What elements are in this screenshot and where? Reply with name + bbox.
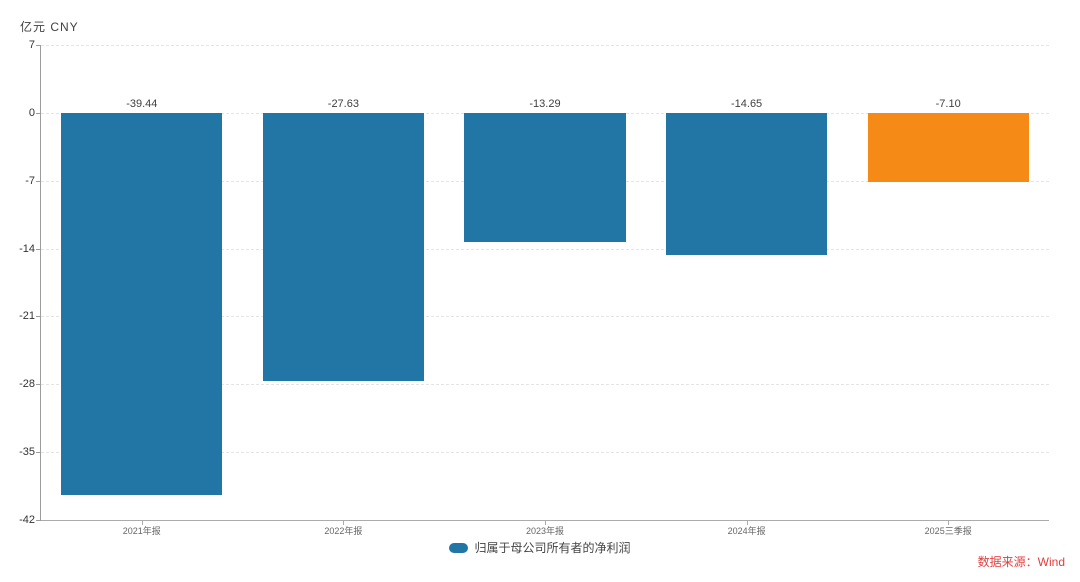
y-axis-tick xyxy=(36,520,41,521)
bar xyxy=(867,112,1029,182)
x-axis-tick-label: 2023年报 xyxy=(525,526,564,536)
x-axis-tick-label: 2021年报 xyxy=(122,526,161,536)
y-axis-tick-label: -28 xyxy=(19,378,35,391)
x-axis-tick xyxy=(343,520,345,525)
data-source-label: 数据来源：Wind xyxy=(977,555,1065,569)
y-axis-tick xyxy=(36,384,41,386)
x-axis-tick xyxy=(141,520,143,525)
y-axis-tick-label: -7 xyxy=(25,174,35,187)
gridline xyxy=(41,45,1049,46)
x-axis-tick xyxy=(746,520,748,525)
gridline xyxy=(41,384,1049,386)
y-axis-tick xyxy=(36,316,41,318)
bar-value-label: -14.65 xyxy=(730,97,763,110)
y-axis-tick-label: 7 xyxy=(28,39,35,51)
x-axis-tick-label: 2022年报 xyxy=(324,526,363,536)
x-axis-tick-label: 2024年报 xyxy=(727,526,766,536)
y-axis-tick xyxy=(36,248,41,250)
y-axis-tick xyxy=(36,452,41,454)
gridline xyxy=(41,316,1049,318)
axis-unit-label: 亿元 CNY xyxy=(20,20,79,34)
x-axis-tick xyxy=(948,520,950,525)
y-axis-tick xyxy=(36,112,41,114)
bar-value-label: -13.29 xyxy=(529,97,561,110)
y-axis-tick-label: -35 xyxy=(19,446,35,459)
gridline xyxy=(41,248,1049,250)
bar-value-label: -39.44 xyxy=(126,97,158,110)
bar xyxy=(262,112,425,381)
y-axis-tick-label: -42 xyxy=(19,514,35,526)
x-axis-tick-label: 2025三季报 xyxy=(924,526,972,536)
y-axis-tick-label: -14 xyxy=(19,242,35,255)
bar xyxy=(464,112,626,242)
legend-swatch xyxy=(449,542,469,553)
x-axis-tick xyxy=(545,520,546,525)
y-axis-tick-label: -21 xyxy=(19,310,35,323)
gridline xyxy=(41,452,1049,454)
bar xyxy=(665,112,828,255)
legend-label: 归属于母公司所有者的净利润 xyxy=(474,541,631,555)
bar xyxy=(61,112,223,496)
y-axis-tick xyxy=(36,45,41,46)
y-axis-tick xyxy=(36,180,41,182)
legend: 归属于母公司所有者的净利润 xyxy=(0,539,1080,556)
bar-value-label: -7.10 xyxy=(935,97,961,110)
bar-value-label: -27.63 xyxy=(327,97,359,110)
y-axis-tick-label: 0 xyxy=(28,106,35,119)
plot-area: 7 0 -7 -14 -21 -28 -35 -42 2021年报 -39.44 2022年报 -27… xyxy=(19,39,1049,536)
